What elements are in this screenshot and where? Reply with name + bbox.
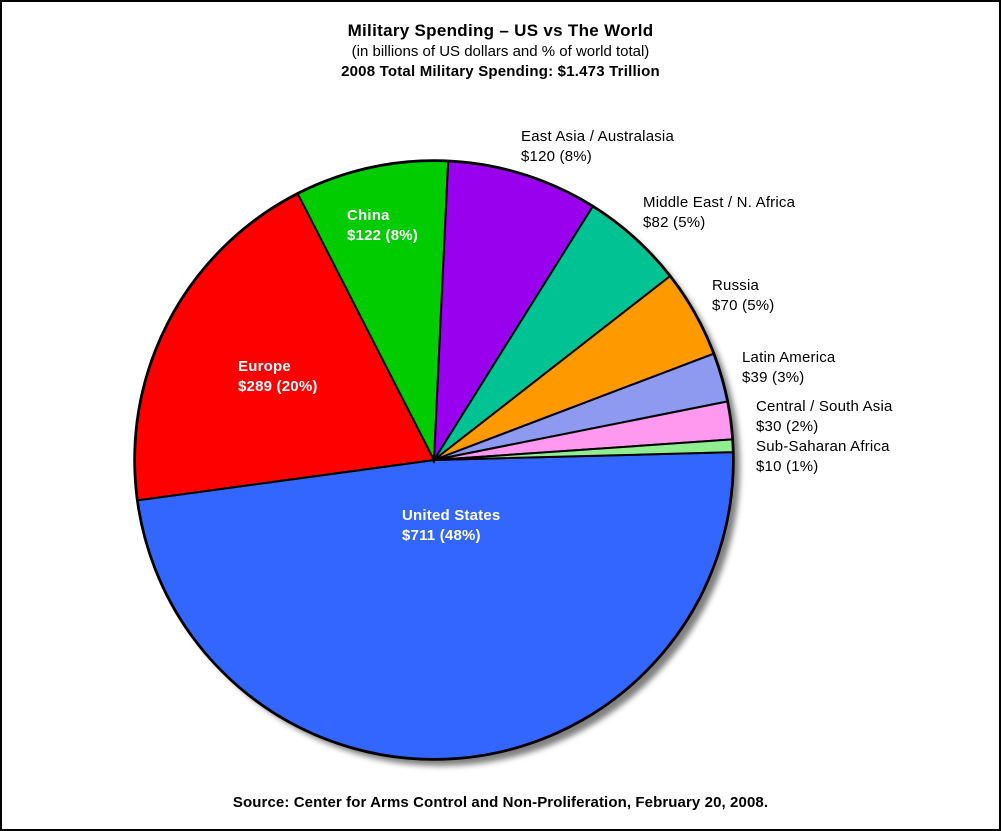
slice-name: East Asia / Australasia [521, 128, 675, 145]
pie-slice-united-states [136, 451, 734, 761]
label-middle-east-n-africa: Middle East / N. Africa $82 (5%) [643, 193, 795, 233]
page-title: Military Spending – US vs The World [347, 21, 654, 40]
pie-slices-group [134, 160, 734, 761]
label-united-states: United States $711 (48%) [402, 506, 500, 546]
slice-name: Sub-Saharan Africa [756, 438, 890, 455]
label-east-asia-australasia: East Asia / Australasia $120 (8%) [521, 127, 674, 167]
label-europe: Europe $289 (20%) [238, 357, 318, 397]
slice-name: Latin America [742, 349, 836, 366]
label-latin-america: Latin America $39 (3%) [742, 348, 835, 388]
slice-value: $289 (20%) [238, 378, 318, 395]
label-russia: Russia $70 (5%) [712, 276, 774, 316]
slice-name: Central / South Asia [756, 398, 893, 415]
slice-name: Middle East / N. Africa [643, 194, 796, 211]
slice-value: $70 (5%) [712, 297, 775, 314]
source-credit: Source: Center for Arms Control and Non-… [232, 794, 769, 811]
slice-value: $120 (8%) [521, 148, 593, 165]
slice-value: $30 (2%) [756, 418, 819, 435]
slice-name: Russia [712, 277, 760, 294]
slice-value: $10 (1%) [756, 458, 819, 475]
slice-name: Europe [238, 358, 291, 375]
label-sub-saharan-africa: Sub-Saharan Africa $10 (1%) [756, 437, 890, 477]
pie-outline [133, 159, 735, 761]
slice-name: United States [402, 507, 501, 524]
label-central-south-asia: Central / South Asia $30 (2%) [756, 397, 893, 437]
slice-value: $711 (48%) [402, 527, 481, 544]
total-annotation: 2008 Total Military Spending: $1.473 Tri… [341, 63, 660, 80]
slice-value: $82 (5%) [643, 214, 706, 231]
slice-name: China [347, 207, 390, 224]
page-subtitle: (in billions of US dollars and % of worl… [351, 43, 650, 60]
slice-value: $39 (3%) [742, 369, 805, 386]
slice-value: $122 (8%) [347, 227, 419, 244]
label-china: China $122 (8%) [347, 206, 418, 246]
